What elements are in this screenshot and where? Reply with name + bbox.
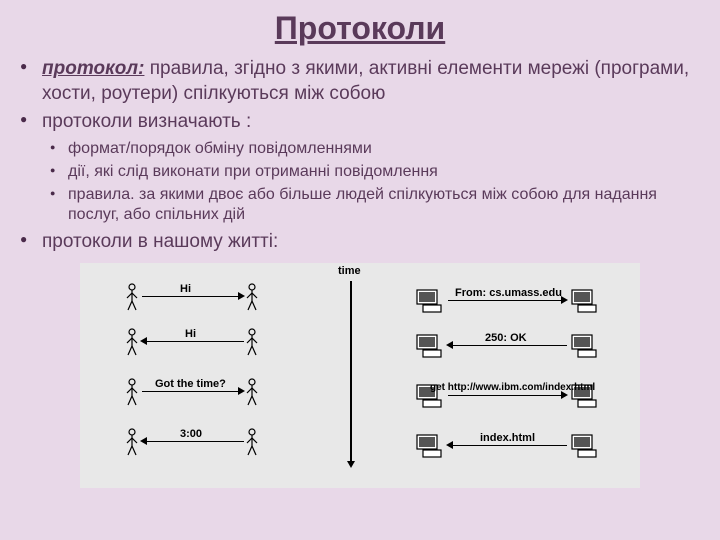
computer-icon xyxy=(570,333,600,359)
arrow-ok xyxy=(452,345,567,347)
sub-3: правила. за якими двоє або більше людей … xyxy=(50,185,700,227)
person-icon xyxy=(125,378,139,406)
arrow-hi1-head xyxy=(238,292,245,300)
label-get: get http://www.ibm.com/index.html xyxy=(430,382,595,393)
label-q: Got the time? xyxy=(155,378,226,390)
computer-icon xyxy=(415,288,445,314)
arrow-ok-head xyxy=(446,341,453,349)
computer-icon xyxy=(570,433,600,459)
arrow-from xyxy=(448,300,563,302)
arrow-hi2-head xyxy=(140,337,147,345)
time-arrow-head xyxy=(347,461,355,468)
time-label: time xyxy=(338,265,361,277)
person-icon xyxy=(245,378,259,406)
bullet-3: протоколи в нашому житті: xyxy=(20,230,700,255)
arrow-from-head xyxy=(561,296,568,304)
time-arrow-line xyxy=(350,281,352,463)
arrow-resp-head xyxy=(446,441,453,449)
bullet-1: протокол: правила, згідно з якими, актив… xyxy=(20,57,700,106)
person-icon xyxy=(245,328,259,356)
label-resp: index.html xyxy=(480,432,535,444)
sub-list: формат/порядок обміну повідомленнями дії… xyxy=(50,139,700,226)
label-a: 3:00 xyxy=(180,428,202,440)
bullet-2: протоколи визначають : xyxy=(20,110,700,135)
person-icon xyxy=(125,283,139,311)
label-ok: 250: OK xyxy=(485,332,527,344)
person-icon xyxy=(245,428,259,456)
computer-icon xyxy=(415,333,445,359)
sub-1: формат/порядок обміну повідомленнями xyxy=(50,139,700,160)
arrow-q xyxy=(142,391,240,393)
person-icon xyxy=(125,328,139,356)
label-hi2: Hi xyxy=(185,328,196,340)
arrow-a xyxy=(146,441,244,443)
term-protocol: протокол: xyxy=(42,58,144,79)
arrow-get xyxy=(448,395,563,397)
computer-icon xyxy=(570,288,600,314)
person-icon xyxy=(245,283,259,311)
sub-2: дії, які слід виконати при отриманні пов… xyxy=(50,162,700,183)
computer-icon xyxy=(415,433,445,459)
person-icon xyxy=(125,428,139,456)
arrow-hi2 xyxy=(146,341,244,343)
arrow-hi1 xyxy=(142,296,240,298)
arrow-q-head xyxy=(238,387,245,395)
protocol-diagram: time Hi Hi Got the time? 3:00 From: cs.u… xyxy=(80,263,640,488)
page-title: Протоколи xyxy=(20,10,700,47)
label-hi1: Hi xyxy=(180,283,191,295)
arrow-resp xyxy=(452,445,567,447)
bullet-list: протокол: правила, згідно з якими, актив… xyxy=(20,57,700,255)
label-from: From: cs.umass.edu xyxy=(455,287,562,299)
arrow-a-head xyxy=(140,437,147,445)
